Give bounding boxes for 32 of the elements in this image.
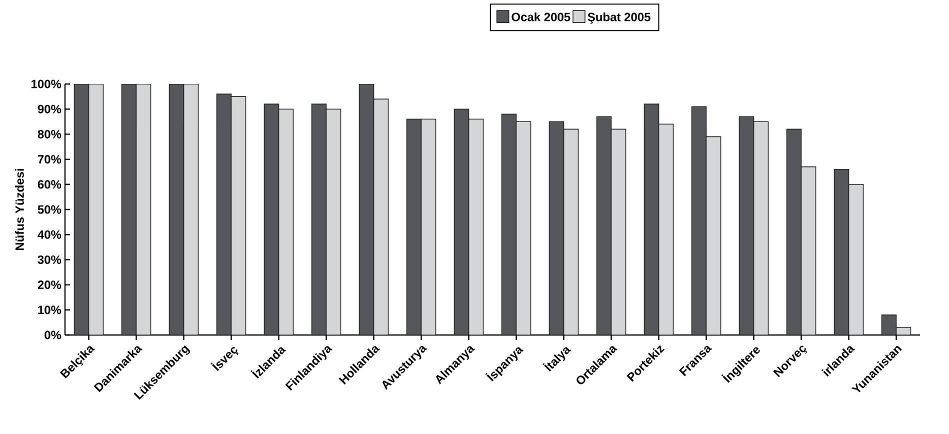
bar [691, 106, 707, 335]
y-tick-label: 50% [38, 205, 62, 214]
bar [596, 116, 612, 335]
bar [881, 314, 897, 335]
bar [121, 84, 137, 335]
legend-label: Şubat 2005 [588, 12, 650, 24]
bar [358, 84, 374, 335]
y-tick-label: 70% [38, 155, 62, 164]
y-tick-label: 10% [38, 306, 62, 314]
bar [454, 108, 470, 335]
bar [264, 104, 280, 335]
y-tick-label: 0% [44, 330, 62, 340]
y-tick-label: 40% [38, 230, 62, 239]
y-tick-label: 100% [32, 80, 62, 88]
legend-label: Ocak 2005 [512, 12, 570, 22]
y-axis-title: Nüfus Yüzdesi [15, 169, 24, 250]
bar [311, 104, 327, 335]
bar [501, 114, 517, 335]
bar [644, 104, 660, 335]
bar [834, 168, 850, 335]
y-tick-label: 30% [38, 255, 62, 264]
bar [216, 94, 232, 335]
y-tick-label: 60% [38, 180, 62, 189]
bar [74, 84, 90, 335]
bar [548, 121, 564, 335]
bar [738, 116, 754, 335]
y-tick-label: 80% [38, 130, 62, 138]
bar [786, 128, 802, 335]
y-tick-label: 20% [38, 280, 62, 290]
y-tick-label: 90% [38, 104, 62, 114]
bar [406, 118, 422, 335]
bar [168, 84, 184, 335]
